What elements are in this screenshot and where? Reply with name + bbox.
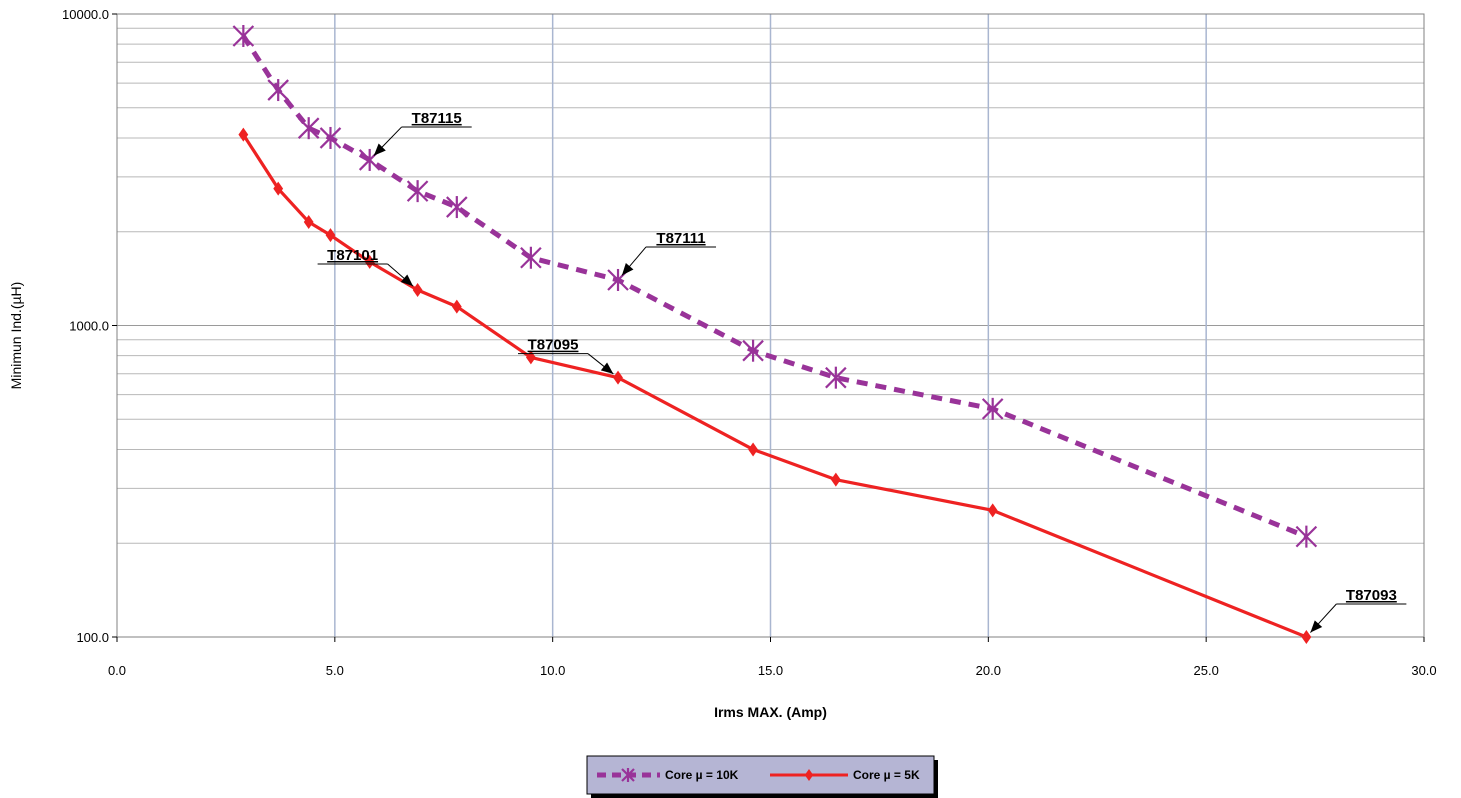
marker-diamond <box>987 503 998 518</box>
x-tick-label: 10.0 <box>540 663 565 678</box>
annotation-label: T87101 <box>327 247 378 264</box>
marker-asterisk <box>446 196 468 219</box>
x-tick-label: 15.0 <box>758 663 783 678</box>
marker-asterisk <box>319 126 342 149</box>
series-core-5k <box>238 127 1312 644</box>
annotation-t87101: T87101 <box>317 247 414 287</box>
y-tick-label: 1000.0 <box>69 319 109 334</box>
annotation-label: T87115 <box>412 110 462 127</box>
x-tick-label: 25.0 <box>1194 663 1219 678</box>
annotation-label: T87111 <box>656 230 705 247</box>
marker-asterisk <box>742 339 764 362</box>
marker-asterisk <box>232 24 255 47</box>
legend-label: Core µ = 10K <box>665 768 739 782</box>
marker-diamond <box>804 769 814 781</box>
legend: Core µ = 10K Core µ = 5K <box>586 755 938 798</box>
series-core-10k <box>232 24 1318 548</box>
annotation-t87093: T87093 <box>1310 587 1407 633</box>
marker-asterisk <box>981 397 1004 420</box>
annotation-t87095: T87095 <box>518 337 614 375</box>
marker-diamond <box>325 228 336 243</box>
marker-asterisk <box>297 117 320 140</box>
series-line <box>241 133 1307 639</box>
y-axis-title: Minimun Ind.(µH) <box>8 282 24 390</box>
marker-diamond <box>303 214 314 229</box>
marker-diamond <box>830 472 841 487</box>
annotations: T87115 T87111 T87101 T87095 T87093 <box>317 110 1407 633</box>
annotation-arrowhead <box>621 263 634 276</box>
marker-diamond <box>364 254 375 269</box>
annotation-arrowhead <box>373 143 386 156</box>
annotation-arrowhead <box>600 362 614 374</box>
marker-diamond <box>273 181 284 196</box>
x-tick-label: 30.0 <box>1411 663 1436 678</box>
x-tick-label: 0.0 <box>108 663 126 678</box>
x-axis-title: Irms MAX. (Amp) <box>714 704 827 720</box>
marker-diamond <box>748 442 758 457</box>
marker-diamond <box>1301 630 1312 644</box>
marker-asterisk <box>267 79 289 102</box>
y-tick-label: 100.0 <box>76 630 109 645</box>
grid <box>117 13 1424 638</box>
annotation-arrowhead <box>400 274 414 287</box>
marker-asterisk <box>1295 525 1318 548</box>
series-line <box>241 34 1308 539</box>
axis-ticks: 0.0 5.0 10.0 15.0 20.0 25.0 30.0 100.0 1000.0 100… <box>62 7 1437 678</box>
legend-label: Core µ = 5K <box>853 768 920 782</box>
marker-asterisk <box>520 246 542 269</box>
legend-item-core-10k: Core µ = 10K <box>597 768 739 782</box>
annotation-label: T87095 <box>528 337 579 354</box>
marker-diamond <box>412 283 423 298</box>
x-tick-label: 5.0 <box>326 663 344 678</box>
annotation-t87111: T87111 <box>621 230 717 276</box>
marker-diamond <box>451 299 462 314</box>
x-tick-label: 20.0 <box>976 663 1001 678</box>
marker-asterisk <box>621 768 635 782</box>
marker-asterisk <box>825 366 847 389</box>
y-tick-label: 10000.0 <box>62 7 109 22</box>
annotation-label: T87093 <box>1346 587 1397 604</box>
annotation-arrowhead <box>1310 620 1323 633</box>
marker-diamond <box>238 127 249 142</box>
annotation-t87115: T87115 <box>373 110 472 156</box>
marker-diamond <box>613 370 623 385</box>
marker-asterisk <box>406 180 429 203</box>
legend-item-core-5k: Core µ = 5K <box>770 768 920 782</box>
series <box>232 24 1318 644</box>
